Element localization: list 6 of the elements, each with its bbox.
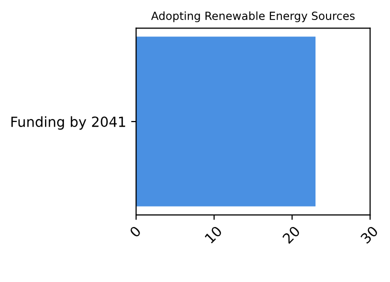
x-tick-label: 10 xyxy=(204,225,223,244)
y-tick-label: Funding by 2041 xyxy=(11,116,126,130)
x-tick-label: 0 xyxy=(129,225,142,238)
chart-title: Adopting Renewable Energy Sources xyxy=(151,11,355,22)
x-tick-label: 30 xyxy=(360,225,379,244)
x-tick-label: 20 xyxy=(282,225,301,244)
